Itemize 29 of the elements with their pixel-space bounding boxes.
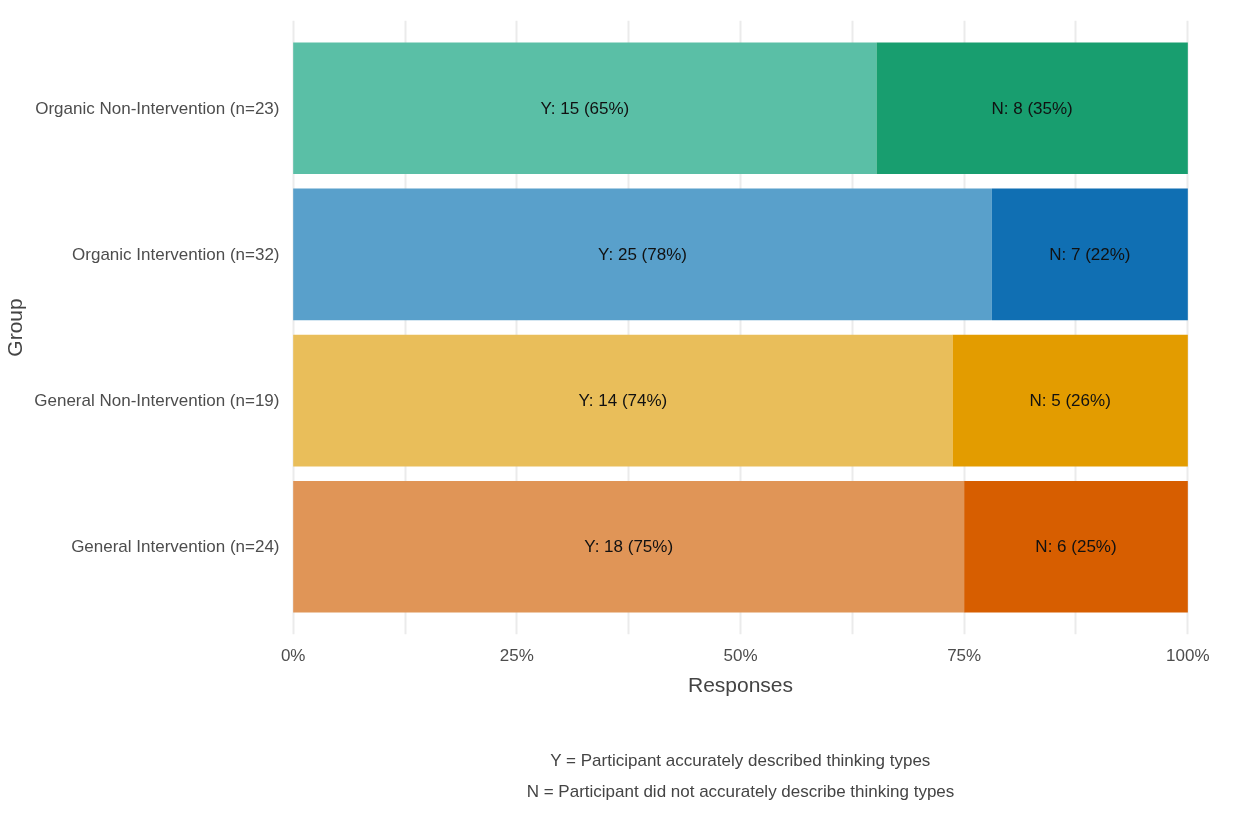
x-tick-label: 0% xyxy=(280,645,306,665)
data-label: N: 7 (22%) xyxy=(1049,244,1131,264)
data-label: Y: 14 (74%) xyxy=(578,391,668,411)
x-tick-label: 50% xyxy=(723,645,758,665)
bar xyxy=(293,42,877,174)
data-label: N: 5 (26%) xyxy=(1029,391,1111,411)
bar xyxy=(293,334,953,467)
bar xyxy=(876,42,1188,174)
y-tick-label: General Non-Intervention (n=19) xyxy=(34,391,280,411)
x-tick-label: 25% xyxy=(499,645,534,665)
x-tick-label: 75% xyxy=(947,645,982,665)
bar xyxy=(964,481,1188,613)
bar xyxy=(293,188,992,321)
bar xyxy=(952,334,1188,467)
bar xyxy=(293,481,965,613)
y-tick-label: General Intervention (n=24) xyxy=(71,537,280,557)
data-label: N: 8 (35%) xyxy=(991,98,1073,118)
data-label: N: 6 (25%) xyxy=(1035,537,1117,557)
bar xyxy=(991,188,1188,321)
y-tick-label: Organic Intervention (n=32) xyxy=(72,244,280,264)
text: N = Participant did not accurately describe thinking types xyxy=(526,781,955,801)
y-tick-label: Organic Non-Intervention (n=23) xyxy=(35,98,280,118)
y-axis-title: Group xyxy=(3,298,27,357)
data-label: Y: 15 (65%) xyxy=(540,98,630,118)
data-label: Y: 18 (75%) xyxy=(584,537,674,557)
x-tick-label: 100% xyxy=(1166,645,1210,665)
text: Y = Participant accurately described thinking types xyxy=(550,750,931,770)
data-label: Y: 25 (78%) xyxy=(598,244,687,264)
x-axis-title: Responses xyxy=(687,672,794,696)
